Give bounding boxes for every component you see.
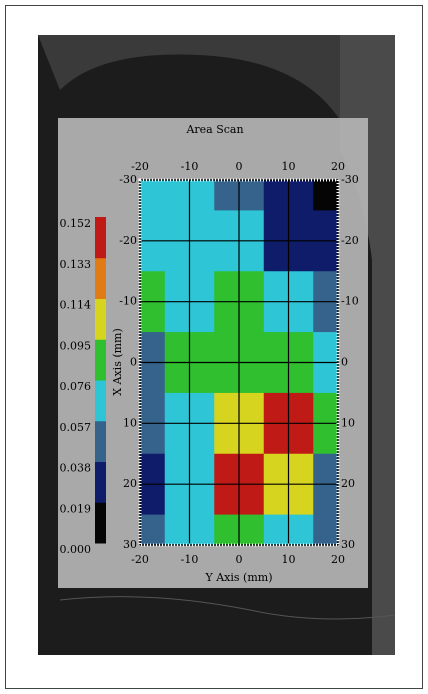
x-tick-label: 20 [331, 160, 345, 173]
x-tick-label: 10 [282, 160, 296, 173]
y-tick-label: -30 [119, 173, 137, 186]
y-tick-label: 0 [130, 356, 137, 369]
x-tick-label: -20 [131, 553, 149, 566]
y-tick-label: -10 [341, 295, 359, 308]
y-tick-label: -20 [341, 234, 359, 247]
x-tick-label: 20 [331, 553, 345, 566]
page: {"chart_data": { "type": "contour", "tit… [0, 0, 428, 694]
colorbar-band [95, 421, 106, 462]
colorbar-band [95, 502, 106, 543]
colorbar-label: 0.038 [60, 462, 92, 475]
y-tick-label: 10 [123, 416, 137, 429]
x-tick-label: 0 [236, 160, 243, 173]
y-tick-label: -30 [341, 173, 359, 186]
colorbar-label: 0.095 [60, 339, 92, 352]
x-tick-label: -10 [181, 553, 199, 566]
colorbar-band [95, 217, 106, 258]
y-tick-label: 10 [341, 416, 355, 429]
y-tick-label: -10 [119, 295, 137, 308]
y-axis-label: X Axis (mm) [111, 328, 124, 396]
colorbar-band [95, 339, 106, 380]
colorbar-label: 0.057 [60, 421, 92, 434]
colorbar-band [95, 462, 106, 503]
y-tick-label: 20 [123, 477, 137, 490]
x-tick-label: 10 [282, 553, 296, 566]
colorbar-band [95, 299, 106, 340]
x-axis-label: Y Axis (mm) [204, 571, 272, 584]
colorbar-label: 0.133 [60, 258, 92, 271]
x-tick-label: -10 [181, 160, 199, 173]
y-tick-label: 0 [341, 356, 348, 369]
colorbar-band [95, 380, 106, 421]
colorbar-label: 0.000 [60, 543, 92, 556]
colorbar-label: 0.076 [60, 380, 92, 393]
colorbar-label: 0.019 [60, 502, 92, 515]
x-tick-label: 0 [236, 553, 243, 566]
chart: Area Scan Y Axis (mm) X Axis (mm) -20 -20… [0, 0, 428, 694]
colorbar-band [95, 258, 106, 299]
colorbar-label: 0.114 [60, 299, 92, 312]
y-tick-label: 30 [123, 538, 137, 551]
y-tick-label: 20 [341, 477, 355, 490]
colorbar-label: 0.152 [60, 217, 92, 230]
x-tick-label: -20 [131, 160, 149, 173]
y-tick-label: -20 [119, 234, 137, 247]
y-tick-label: 30 [341, 538, 355, 551]
chart-title: Area Scan [185, 123, 243, 136]
